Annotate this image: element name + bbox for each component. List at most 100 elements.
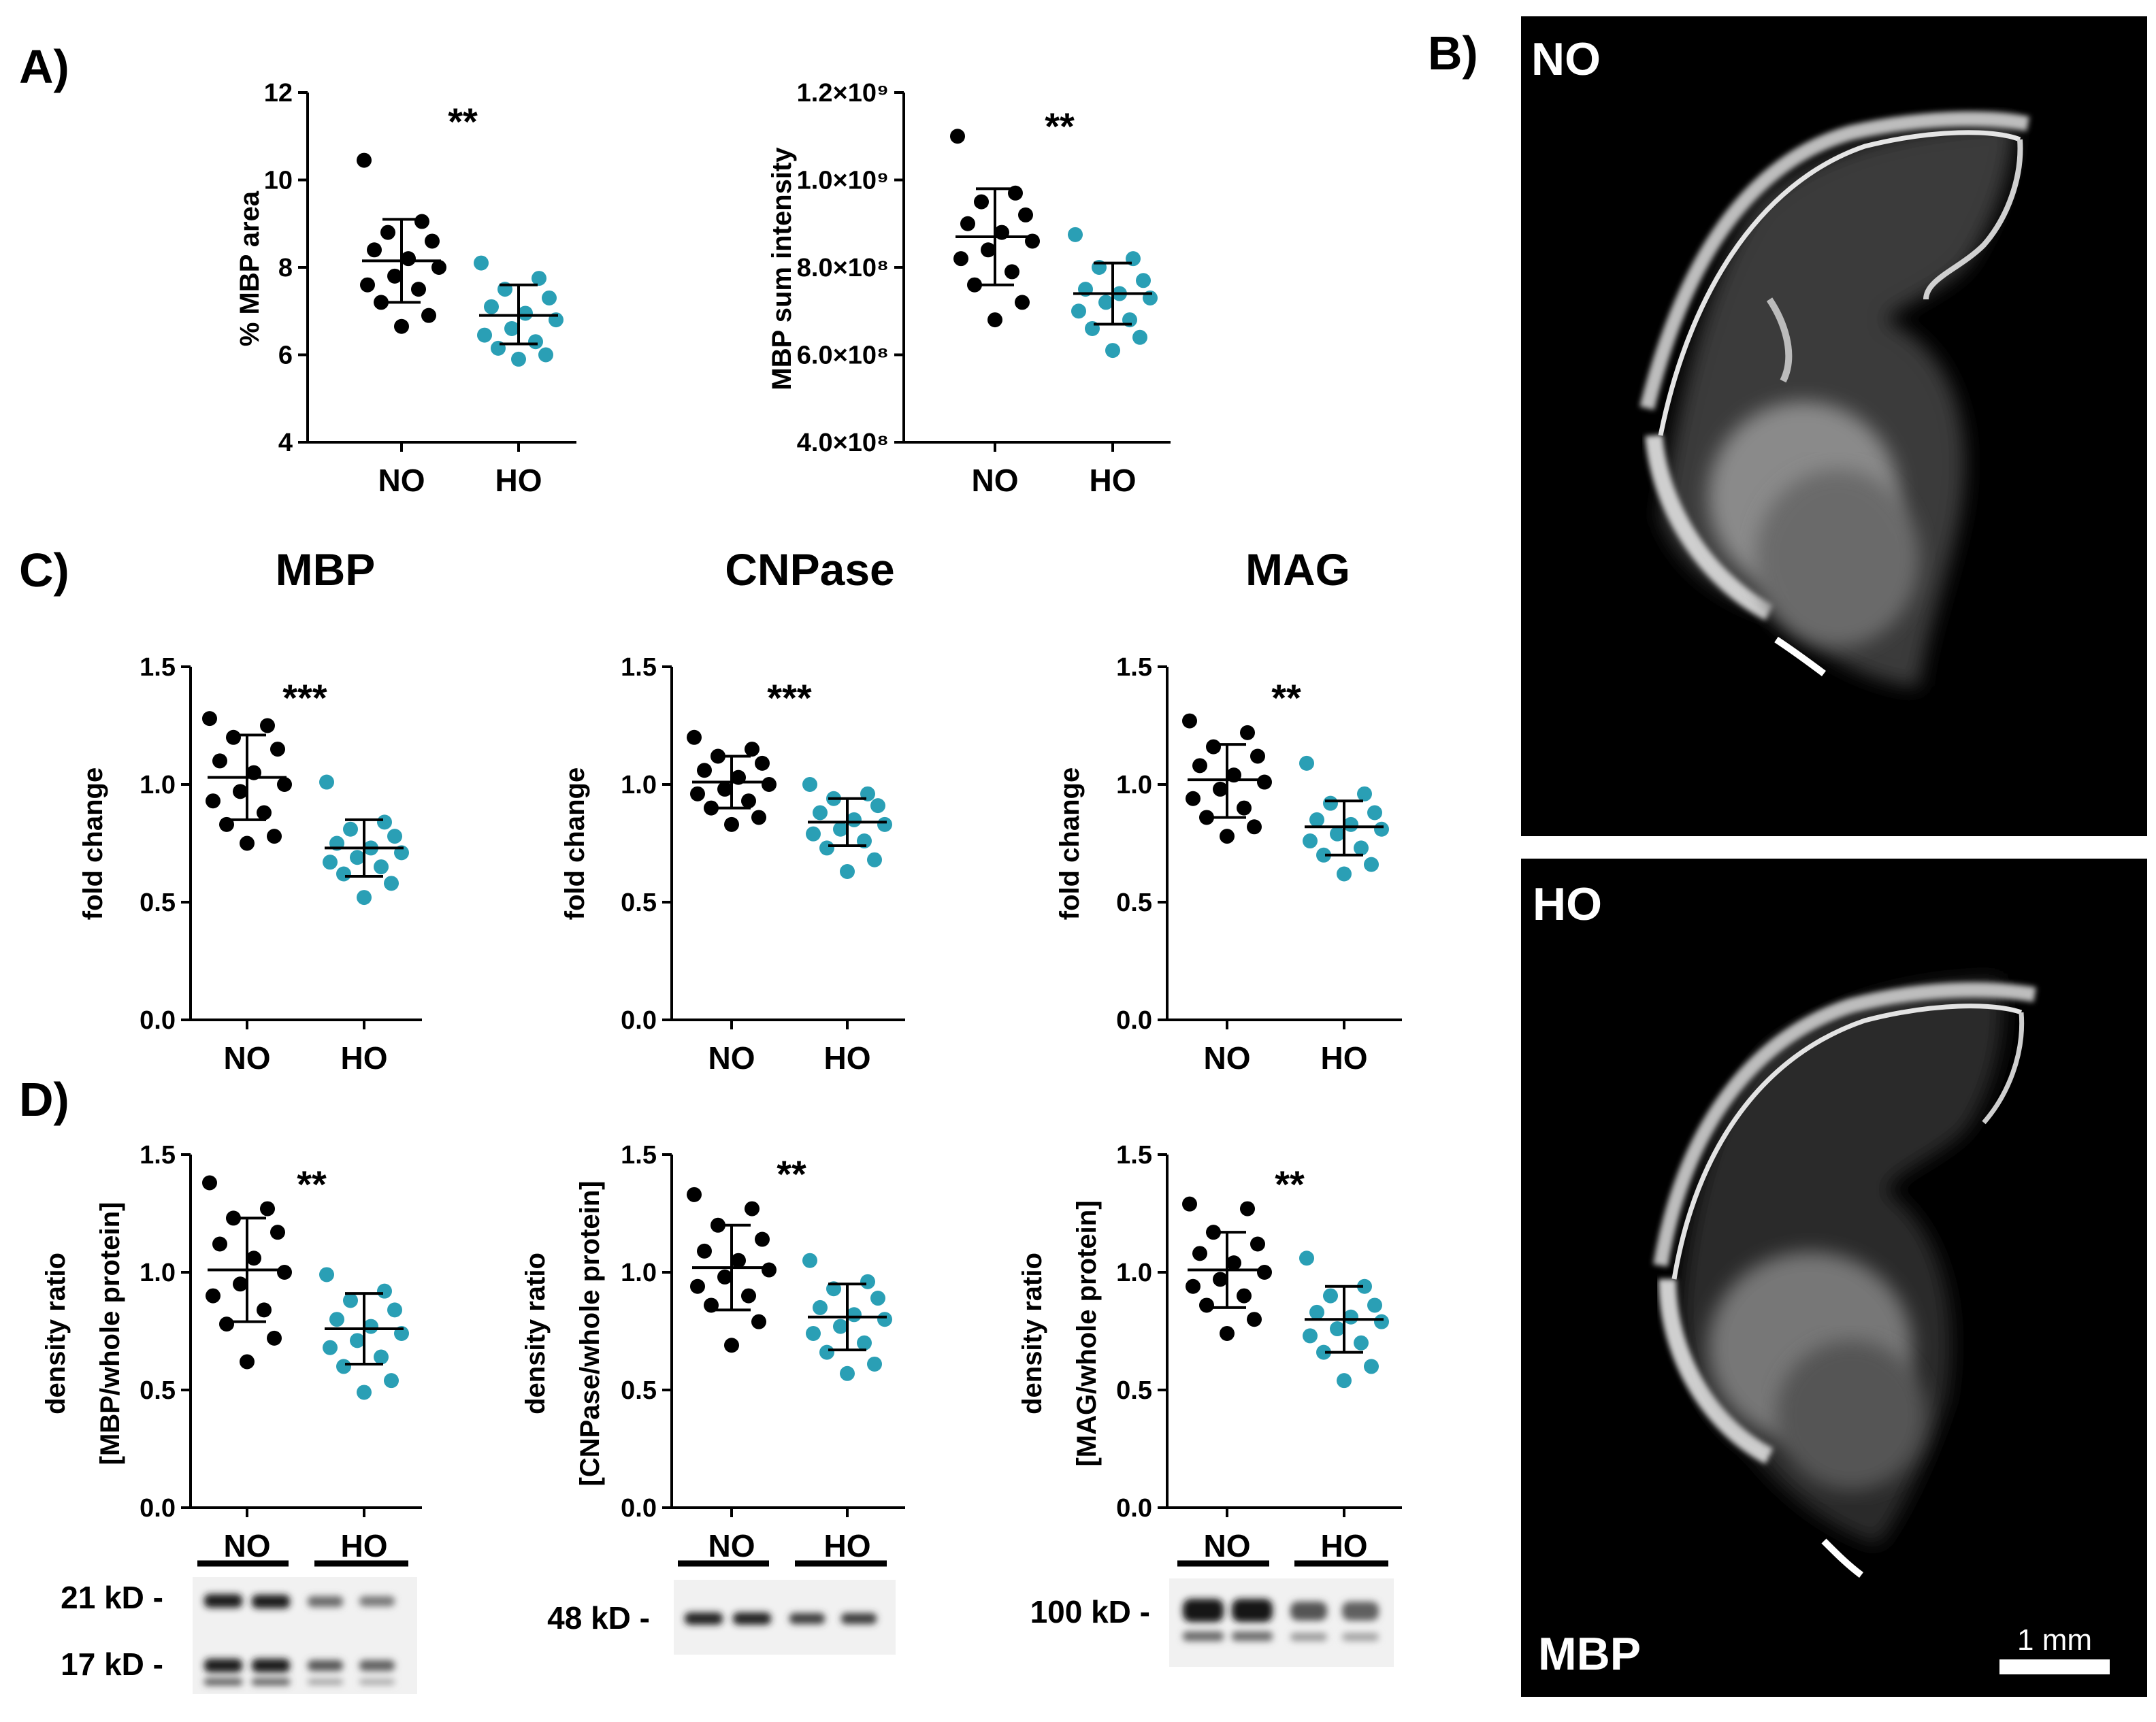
x-tick-label: HO [495,463,542,498]
data-point-no [360,277,375,293]
data-point-ho [1357,1278,1372,1294]
data-point-ho [1354,840,1369,856]
data-point-no [226,729,241,745]
data-point-no [751,810,766,825]
data-point-no [1240,725,1255,740]
data-point-ho [1367,1297,1382,1313]
data-point-no [704,800,719,816]
y-axis-label: fold change [78,767,108,920]
chart-title-mag: MAG [1245,544,1350,595]
y-tick-label: 0.5 [621,889,657,917]
data-point-ho [1337,1373,1352,1389]
data-point-ho [1354,1335,1369,1351]
data-point-no [1240,1201,1255,1216]
data-point-ho [840,1365,855,1381]
y-tick-label: 8.0×10⁸ [797,254,889,282]
data-point-no [233,1276,248,1292]
data-point-no [421,308,436,323]
data-point-no [717,781,732,797]
data-point-ho [857,1335,872,1351]
data-point-no [411,282,426,297]
significance-marker: *** [767,676,812,719]
data-point-ho [1105,343,1120,359]
data-point-ho [1330,826,1345,842]
data-point-ho [374,859,389,875]
y-tick-label: 4 [278,429,293,457]
data-point-no [1206,739,1221,755]
micrograph-no: NO [1521,16,2147,836]
y-axis-label: fold change [560,767,590,920]
data-point-ho [1330,1321,1345,1337]
data-point-ho [387,1302,402,1318]
data-point-no [960,216,975,231]
data-point-no [267,829,282,844]
data-point-ho [319,774,334,790]
data-point-no [1237,800,1252,816]
data-point-ho [1299,1251,1314,1266]
data-point-no [212,1236,227,1252]
data-point-ho [806,826,821,842]
data-point-no [202,711,217,727]
western-blot-mbp: 21 kD - 17 kD - [61,1560,417,1694]
western-blot-cnpase: 48 kD - [547,1560,896,1655]
data-point-no [394,318,409,334]
data-point-no [741,793,756,809]
y-axis-label: density ratio [521,1253,551,1414]
data-point-ho [870,1291,885,1306]
data-point-no [687,729,702,745]
chart-mbp-fold-change: 0.0 0.5 1.0 1.5 NO HO fold change *** [78,653,422,1076]
data-point-no [981,242,996,258]
data-point-no [762,1262,777,1278]
data-point-no [1257,774,1272,790]
chart-mbp-density-ratio: 0.0 0.5 1.0 1.5 NO HO density ratio [MBP/whole … [41,1141,422,1563]
blot-marker-100kd: 100 kD - [1030,1594,1150,1629]
scale-bar [1999,1659,2110,1674]
data-point-no [270,742,285,757]
micrograph-ho: HO MBP 1 mm [1521,859,2147,1697]
y-tick-label: 0.5 [1116,1376,1152,1405]
data-point-no [717,1269,732,1285]
data-point-no [1213,1272,1228,1287]
data-point-no [277,777,292,792]
data-point-no [1257,1265,1272,1280]
data-point-ho [1364,857,1379,872]
x-tick-label: NO [972,463,1019,498]
data-point-ho [813,1299,828,1315]
data-point-no [731,1253,746,1268]
data-point-no [745,742,760,757]
data-point-ho [1337,866,1352,882]
data-point-ho [860,1274,875,1289]
x-tick-label: HO [1321,1040,1368,1076]
data-point-no [380,225,395,240]
y-tick-label: 6.0×10⁸ [797,342,889,370]
data-point-no [1247,819,1262,835]
data-point-ho [1303,833,1318,849]
data-point-ho [819,1344,834,1360]
data-point-ho [1299,755,1314,771]
data-point-ho [806,1325,821,1341]
data-point-no [690,786,705,801]
y-tick-label: 0.5 [140,889,176,917]
blot-marker-48kd: 48 kD - [547,1600,650,1636]
data-point-ho [319,1267,334,1282]
panel-label-d: D) [19,1073,69,1126]
x-tick-label: NO [708,1040,755,1076]
y-tick-label: 0.5 [621,1376,657,1405]
chart-mbp-sum-intensity: 4.0×10⁸ 6.0×10⁸ 8.0×10⁸ 1.0×10⁹ 1.2×10⁹ NO HO M… [767,79,1171,498]
data-point-ho [384,1373,399,1389]
data-point-no [414,214,429,229]
y-tick-label: 1.5 [140,1141,176,1170]
x-tick-label: NO [224,1040,271,1076]
x-tick-label: HO [1090,463,1137,498]
data-point-no [950,129,965,144]
panel-label-a: A) [19,40,69,93]
blot-bands [204,1594,395,1685]
data-point-ho [528,334,543,350]
data-point-ho [377,1283,392,1299]
data-point-no [1226,1255,1241,1271]
y-tick-label: 1.5 [1116,653,1152,682]
x-tick-label: HO [1321,1528,1368,1563]
y-tick-label: 8 [278,254,293,282]
data-point-no [401,251,416,267]
y-tick-label: 0.0 [621,1006,657,1035]
